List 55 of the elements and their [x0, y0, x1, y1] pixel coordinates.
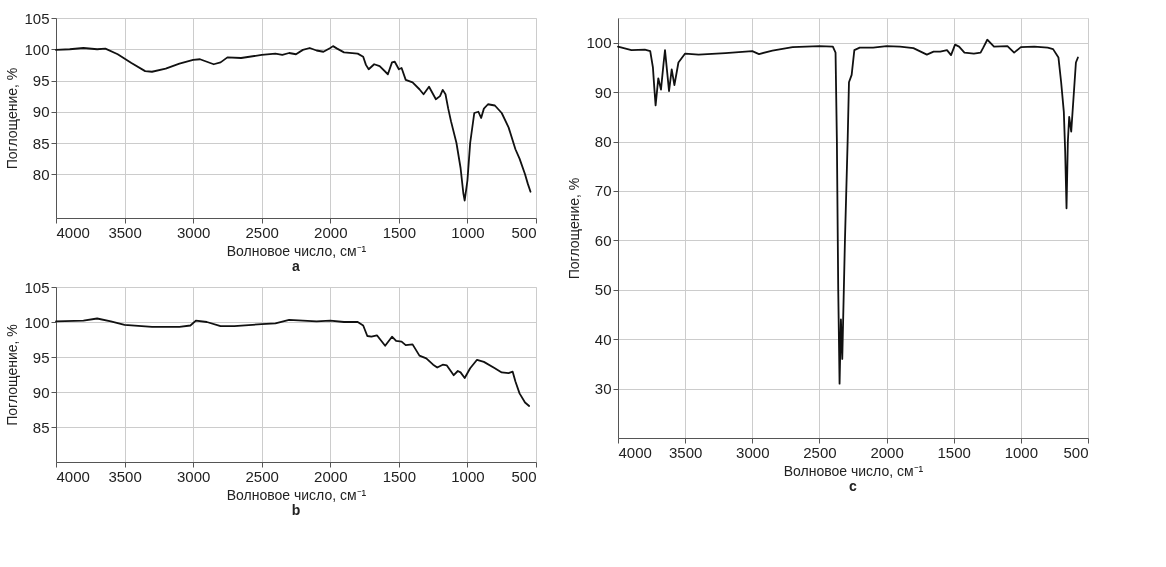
x-tick-label: 1500 — [382, 467, 417, 485]
y-tick-label: 30 — [594, 380, 612, 398]
y-tick-label: 70 — [594, 182, 612, 200]
x-tick-label: 3500 — [108, 467, 142, 485]
line-series — [617, 38, 1079, 385]
y-tick-label: 90 — [32, 383, 50, 401]
y-tick-label: 80 — [32, 165, 50, 183]
x-tick-label: 1000 — [451, 223, 485, 241]
x-tick-label: 2500 — [245, 223, 279, 241]
line-series — [55, 45, 532, 202]
x-tick-label: 2000 — [314, 467, 348, 485]
x-tick-label: 1500 — [382, 223, 417, 241]
y-tick-label: 105 — [24, 278, 50, 296]
y-tick-label: 80 — [594, 133, 612, 151]
y-axis-title: Поглощение, % — [4, 324, 21, 426]
x-axis-title: Волновое число, см⁻¹ — [783, 462, 924, 479]
y-tick-label: 90 — [32, 103, 50, 121]
x-tick-label: 500 — [511, 223, 537, 241]
x-tick-label: 4000 — [618, 443, 652, 461]
y-tick-label: 60 — [594, 231, 612, 249]
x-tick-label: 2000 — [870, 443, 904, 461]
y-tick-label: 40 — [594, 330, 612, 348]
y-tick-label: 100 — [586, 34, 612, 52]
x-tick-label: 3000 — [176, 467, 211, 485]
y-tick-label: 105 — [24, 9, 50, 27]
y-tick-label: 85 — [32, 134, 50, 152]
y-axis-title: Поглощение, % — [4, 67, 21, 170]
y-tick-label: 95 — [32, 72, 50, 89]
text: a — [292, 258, 301, 274]
x-tick-label: 500 — [1063, 443, 1089, 461]
x-tick-label: 2500 — [803, 443, 837, 461]
x-axis-title: Волновое число, см⁻¹ — [226, 486, 367, 503]
x-tick-label: 3000 — [736, 443, 770, 461]
y-tick-label: 100 — [24, 40, 50, 58]
x-tick-label: 1000 — [451, 467, 485, 485]
x-tick-label: 4000 — [56, 223, 90, 241]
x-tick-label: 3000 — [176, 223, 211, 241]
y-tick-label: 85 — [32, 418, 50, 436]
x-tick-label: 1500 — [937, 443, 971, 461]
x-tick-label: 3500 — [108, 223, 142, 241]
x-tick-label: 500 — [511, 467, 537, 485]
y-tick-label: 50 — [594, 281, 612, 299]
y-tick-label: 90 — [594, 83, 612, 101]
line-series — [55, 317, 531, 407]
y-tick-label: 95 — [32, 348, 50, 366]
x-tick-label: 4000 — [56, 467, 90, 485]
text: c — [849, 478, 858, 494]
x-axis-title: Волновое число, см⁻¹ — [226, 242, 367, 259]
x-tick-label: 3500 — [668, 443, 703, 461]
y-axis-title: Поглощение, % — [566, 177, 583, 280]
x-tick-label: 1000 — [1004, 443, 1039, 461]
text: b — [291, 502, 301, 518]
x-tick-label: 2000 — [314, 223, 348, 241]
y-tick-label: 100 — [24, 313, 50, 331]
x-tick-label: 2500 — [245, 467, 279, 485]
